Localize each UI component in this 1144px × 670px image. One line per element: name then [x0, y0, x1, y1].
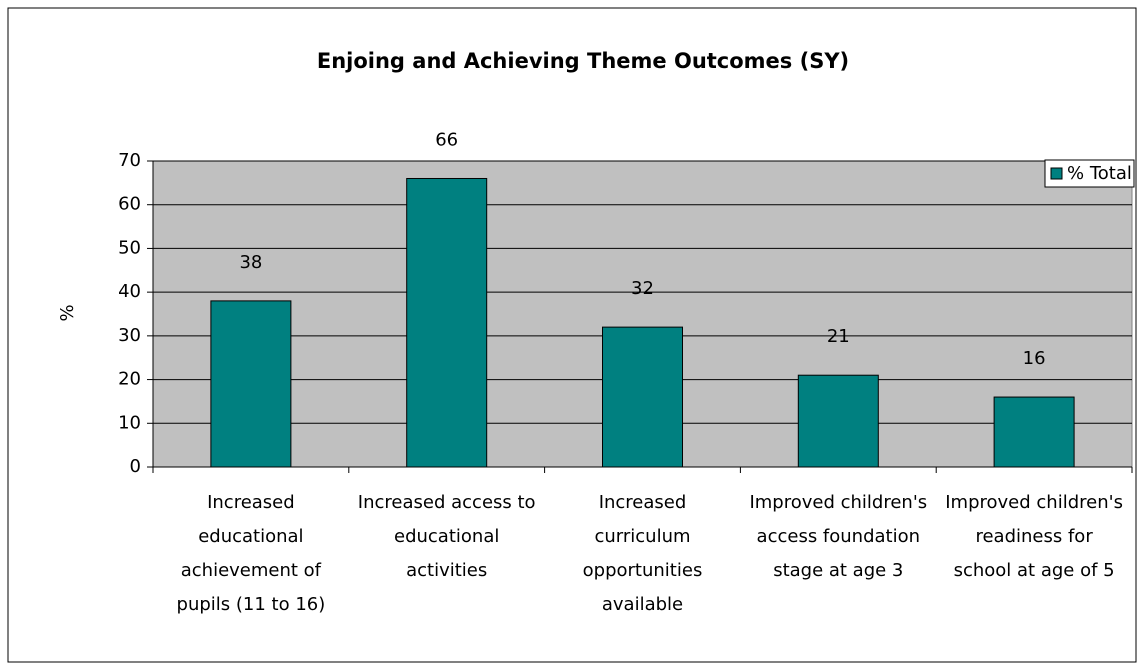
y-tick-label: 10 [118, 412, 141, 433]
y-tick-label: 70 [118, 150, 141, 171]
data-label: 38 [239, 252, 262, 273]
x-tick-label: Improved children's access foundation st… [749, 492, 928, 581]
x-tick-label: Improved children's readiness for school… [945, 492, 1123, 581]
y-tick-label: 40 [118, 281, 141, 302]
bar [993, 396, 1075, 468]
data-label: 66 [435, 129, 458, 150]
legend-swatch [1050, 167, 1063, 180]
y-tick-label: 50 [118, 237, 141, 258]
data-label: 32 [631, 278, 654, 299]
chart-title: Enjoing and Achieving Theme Outcomes (SY… [317, 49, 849, 73]
y-tick-label: 30 [118, 325, 141, 346]
y-tick-label: 0 [130, 456, 141, 477]
y-tick-label: 60 [118, 194, 141, 215]
legend-label: % Total [1067, 163, 1132, 184]
bar [797, 374, 879, 468]
x-tick-label: Increased curriculum opportunities avail… [582, 492, 703, 615]
bar [210, 300, 292, 468]
data-label: 16 [1023, 348, 1046, 369]
bar [406, 177, 488, 468]
bar [602, 326, 683, 468]
y-tick-label: 20 [118, 369, 141, 390]
data-label: 21 [827, 326, 850, 347]
x-tick-label: Increased educational achievement of pup… [176, 492, 326, 615]
y-axis-label: % [57, 304, 78, 321]
x-tick-label: Increased access to educational activiti… [357, 492, 536, 581]
